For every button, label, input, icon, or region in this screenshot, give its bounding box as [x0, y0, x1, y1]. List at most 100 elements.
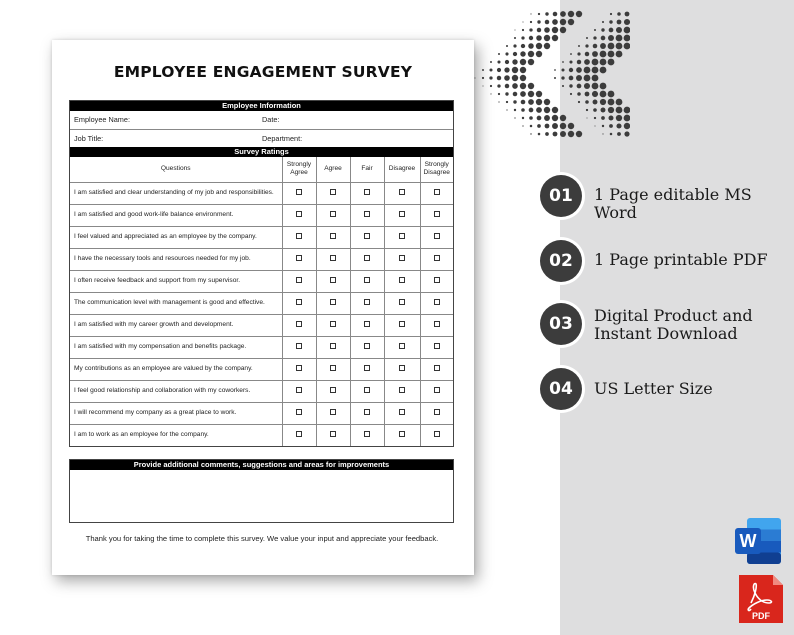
rating-checkbox[interactable] [399, 321, 405, 327]
rating-cell [281, 181, 317, 205]
rating-checkbox[interactable] [364, 321, 370, 327]
rating-checkbox[interactable] [296, 387, 302, 393]
rating-checkbox[interactable] [399, 387, 405, 393]
rating-checkbox[interactable] [399, 233, 405, 239]
halftone-dot [513, 100, 517, 104]
rating-cell [349, 313, 385, 337]
rating-checkbox[interactable] [330, 211, 336, 217]
halftone-dot [593, 28, 597, 32]
rating-checkbox[interactable] [433, 431, 440, 438]
rating-checkbox[interactable] [330, 387, 336, 393]
rating-checkbox[interactable] [364, 343, 370, 349]
halftone-dot [615, 42, 623, 50]
halftone-dot [482, 69, 484, 71]
halftone-dot [513, 108, 517, 112]
halftone-dot [609, 124, 613, 128]
halftone-dot [567, 10, 575, 18]
question-text: I often receive feedback and support fro… [70, 269, 283, 293]
halftone-dot [576, 67, 582, 73]
rating-checkbox[interactable] [433, 387, 440, 393]
rating-cell [349, 181, 385, 205]
question-text: I feel good relationship and collaborati… [70, 379, 283, 403]
rating-checkbox[interactable] [330, 189, 336, 195]
rating-cell [383, 423, 421, 446]
rating-checkbox[interactable] [433, 189, 440, 195]
rating-checkbox[interactable] [296, 233, 302, 239]
rating-checkbox[interactable] [433, 321, 440, 327]
rating-checkbox[interactable] [296, 211, 302, 217]
rating-checkbox[interactable] [399, 189, 405, 195]
rating-checkbox[interactable] [433, 299, 440, 305]
rating-checkbox[interactable] [296, 189, 302, 195]
question-text: I am to work as an employee for the comp… [70, 423, 283, 446]
question-text: I feel valued and appreciated as an empl… [70, 225, 283, 249]
halftone-dot [544, 115, 550, 121]
rating-checkbox[interactable] [399, 255, 405, 261]
question-row: I am satisfied with my career growth and… [70, 313, 453, 337]
rating-checkbox[interactable] [364, 387, 370, 393]
rating-checkbox[interactable] [364, 211, 370, 217]
rating-checkbox[interactable] [364, 431, 370, 438]
rating-checkbox[interactable] [399, 409, 405, 415]
halftone-dot [599, 82, 607, 90]
halftone-chevron-decoration [474, 10, 630, 138]
rating-checkbox[interactable] [330, 431, 336, 438]
rating-checkbox[interactable] [296, 277, 302, 283]
halftone-dot [530, 133, 532, 135]
rating-cell [281, 269, 317, 293]
rating-checkbox[interactable] [330, 299, 336, 305]
rating-checkbox[interactable] [433, 233, 440, 239]
rating-checkbox[interactable] [364, 233, 370, 239]
halftone-dot [527, 90, 535, 98]
halftone-dot [544, 123, 550, 129]
rating-checkbox[interactable] [330, 277, 336, 283]
rating-checkbox[interactable] [433, 211, 440, 217]
rating-checkbox[interactable] [399, 343, 405, 349]
rating-checkbox[interactable] [296, 365, 302, 371]
question-row: My contributions as an employee are valu… [70, 357, 453, 381]
rating-checkbox[interactable] [330, 409, 336, 415]
rating-checkbox[interactable] [330, 343, 336, 349]
rating-checkbox[interactable] [433, 277, 440, 283]
halftone-dot [512, 91, 518, 97]
rating-checkbox[interactable] [433, 365, 440, 371]
rating-checkbox[interactable] [364, 299, 370, 305]
rating-checkbox[interactable] [330, 321, 336, 327]
rating-cell [419, 269, 453, 293]
rating-checkbox[interactable] [296, 343, 302, 349]
rating-checkbox[interactable] [296, 255, 302, 261]
rating-checkbox[interactable] [399, 365, 405, 371]
rating-checkbox[interactable] [296, 299, 302, 305]
feature-text: US Letter Size [594, 379, 713, 398]
rating-checkbox[interactable] [399, 277, 405, 283]
rating-checkbox[interactable] [399, 431, 405, 438]
rating-checkbox[interactable] [364, 277, 370, 283]
comments-input-area[interactable] [70, 470, 453, 522]
halftone-dot [593, 108, 597, 112]
rating-checkbox[interactable] [433, 255, 440, 261]
ratings-header-row: Questions Strongly Agree Agree Fair Disa… [70, 157, 453, 183]
rating-checkbox[interactable] [364, 409, 370, 415]
rating-checkbox[interactable] [330, 255, 336, 261]
rating-checkbox[interactable] [364, 365, 370, 371]
rating-checkbox[interactable] [399, 299, 405, 305]
rating-checkbox[interactable] [296, 431, 302, 438]
halftone-dot [519, 74, 527, 82]
halftone-dot [537, 124, 541, 128]
rating-checkbox[interactable] [364, 255, 370, 261]
comments-header: Provide additional comments, suggestions… [70, 460, 453, 470]
halftone-dot [536, 27, 542, 33]
rating-checkbox[interactable] [399, 211, 405, 217]
halftone-dot [544, 27, 550, 33]
rating-checkbox[interactable] [433, 409, 440, 415]
halftone-dot [616, 123, 622, 129]
rating-checkbox[interactable] [330, 365, 336, 371]
rating-checkbox[interactable] [296, 321, 302, 327]
halftone-dot [601, 116, 605, 120]
rating-checkbox[interactable] [330, 233, 336, 239]
halftone-dot [529, 20, 533, 24]
halftone-dot [591, 74, 599, 82]
rating-checkbox[interactable] [433, 343, 440, 349]
rating-checkbox[interactable] [296, 409, 302, 415]
rating-checkbox[interactable] [364, 189, 370, 195]
